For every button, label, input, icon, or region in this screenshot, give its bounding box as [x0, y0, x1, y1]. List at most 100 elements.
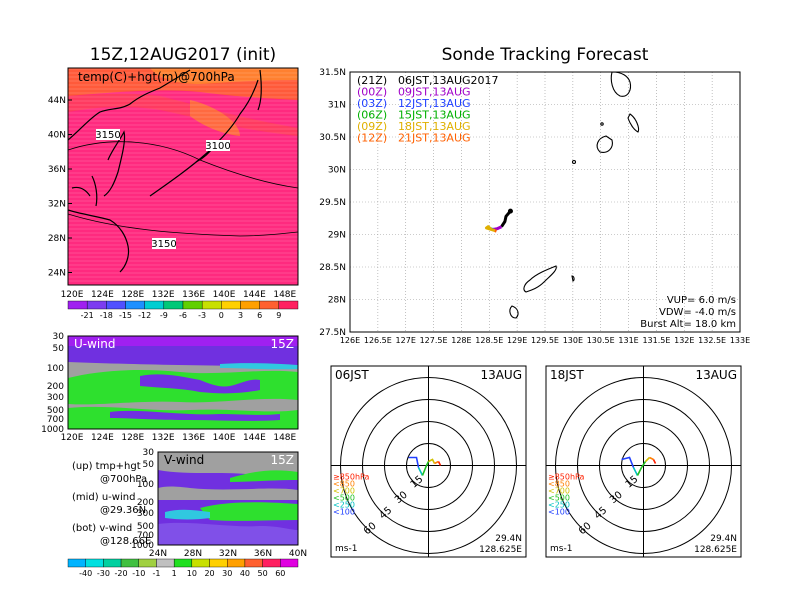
hodo-trace — [421, 461, 430, 476]
x-tick-label: 129E — [507, 336, 527, 345]
svg-text:@128.66E: @128.66E — [100, 536, 151, 547]
colorbar-label: -3 — [198, 311, 206, 320]
svg-text:@700hPa: @700hPa — [100, 474, 147, 485]
x-tick-label: 126E — [340, 336, 360, 345]
y-tick-label: 30N — [328, 166, 346, 176]
legend-time: 09JST,13AUG — [398, 86, 471, 99]
hodo-unit: ms-1 — [550, 544, 572, 554]
colorbar-swatch — [240, 300, 260, 310]
right-title: Sonde Tracking Forecast — [442, 45, 649, 65]
svg-text:(bot) v-wind: (bot) v-wind — [72, 523, 132, 534]
hodo-trace — [621, 456, 635, 468]
level-label: <100 — [548, 508, 570, 517]
u-wind-time: 15Z — [271, 337, 295, 351]
colorbar-label: 20 — [204, 569, 214, 578]
svg-text:(mid) u-wind: (mid) u-wind — [72, 492, 135, 503]
pressure-tick-label: 200 — [137, 498, 154, 508]
colorbar-swatch — [144, 300, 165, 310]
pressure-tick-label: 700 — [47, 415, 64, 425]
colorbar-swatch — [280, 558, 299, 568]
level-label: ≥850hPa — [333, 473, 370, 482]
hodo-trace — [632, 467, 639, 476]
lat-tick-label: 32N — [48, 200, 66, 210]
lon-tick-label: 136E — [182, 433, 205, 443]
level-label: <700 — [548, 487, 570, 496]
hodo-trace — [652, 459, 657, 464]
colorbar-swatch — [156, 558, 175, 568]
legend-time: 12JST,13AUG — [398, 97, 471, 110]
burst-altitude: Burst Alt= 18.0 km — [640, 319, 736, 330]
colorbar-label: 6 — [257, 311, 262, 320]
colorbar-label: -9 — [160, 311, 168, 320]
lon-tick-label: 136E — [182, 290, 205, 300]
lat-tick-label: 28N — [48, 234, 66, 244]
hodo-lat: 29.4N — [710, 534, 737, 544]
lat-tick-label: 24N — [48, 269, 66, 279]
hodo-trace — [417, 467, 424, 476]
pressure-tick-label: 50 — [53, 344, 65, 354]
level-label: <850 — [333, 480, 355, 489]
x-tick-label: 128.5E — [475, 336, 503, 345]
colorbar-label: -1 — [152, 569, 160, 578]
colorbar-label: 0 — [219, 311, 224, 320]
vdw-value: VDW= -4.0 m/s — [659, 307, 736, 318]
pressure-tick-label: 50 — [143, 460, 155, 470]
colorbar-label: -15 — [119, 311, 132, 320]
lon-tick-label: 148E — [273, 433, 296, 443]
pressure-tick-label: 700 — [137, 531, 154, 541]
temp-colorbar: -21 -18 -15 -12 -9 -6 -3 0 3 6 9 — [67, 300, 299, 320]
hodo-lon: 128.625E — [479, 545, 522, 555]
hodo-time: 18JST — [550, 368, 584, 382]
lat-tick-label: 36N — [254, 549, 272, 559]
legend-code: (09Z) — [357, 120, 387, 133]
colorbar-label: 9 — [276, 311, 281, 320]
colorbar-swatch — [106, 300, 126, 310]
hodo-date: 13AUG — [695, 368, 737, 382]
contour-label: 3100 — [205, 141, 230, 152]
colorbar-swatch — [262, 558, 281, 568]
lat-tick-label: 40N — [48, 131, 66, 141]
lon-tick-label: 124E — [91, 290, 114, 300]
lon-tick-label: 120E — [61, 290, 84, 300]
launch-point — [507, 208, 513, 214]
x-tick-label: 131E — [618, 336, 638, 345]
colorbar-label: -10 — [132, 569, 145, 578]
colorbar-label: -30 — [97, 569, 110, 578]
track-series-0 — [500, 210, 512, 228]
pressure-tick-label: 500 — [47, 406, 64, 416]
colorbar-swatch — [86, 300, 107, 310]
colorbar-label: -12 — [138, 311, 151, 320]
colorbar-label: 40 — [240, 569, 250, 578]
legend-code: (12Z) — [357, 132, 387, 145]
colorbar-label: 10 — [187, 569, 197, 578]
colorbar-swatch — [227, 558, 246, 568]
legend-time: 18JST,13AUG — [398, 120, 471, 133]
lon-tick-label: 124E — [91, 433, 114, 443]
y-tick-label: 29.5N — [319, 198, 346, 208]
y-tick-label: 30.5N — [319, 133, 346, 143]
hodo-lat: 29.4N — [495, 534, 522, 544]
colorbar-label: 60 — [275, 569, 285, 578]
colorbar-swatch — [67, 300, 88, 310]
hodo-trace — [437, 461, 442, 466]
track-plot — [350, 71, 740, 332]
lon-tick-label: 140E — [213, 433, 236, 443]
track-series-4 — [485, 225, 496, 233]
x-tick-label: 132.5E — [698, 336, 726, 345]
level-label: <850 — [548, 480, 570, 489]
pressure-tick-label: 30 — [53, 332, 65, 342]
map-lon-ticks: 120E 124E 128E 132E 136E 140E 144E 148E — [61, 290, 297, 300]
u-wind-label: U-wind — [74, 337, 115, 351]
u-lon-ticks: 120E 124E 128E 132E 136E 140E 144E 148E — [61, 433, 297, 443]
temp-map: 3150 3100 3150 — [68, 68, 298, 285]
hodo-trace — [644, 456, 651, 463]
pressure-tick-label: 1000 — [41, 425, 64, 435]
colorbar-swatch — [209, 558, 228, 568]
hodo-trace — [649, 456, 654, 461]
colorbar-swatch — [221, 300, 241, 310]
svg-text:(up) tmp+hgt: (up) tmp+hgt — [72, 461, 141, 472]
colorbar-swatch — [120, 558, 139, 568]
